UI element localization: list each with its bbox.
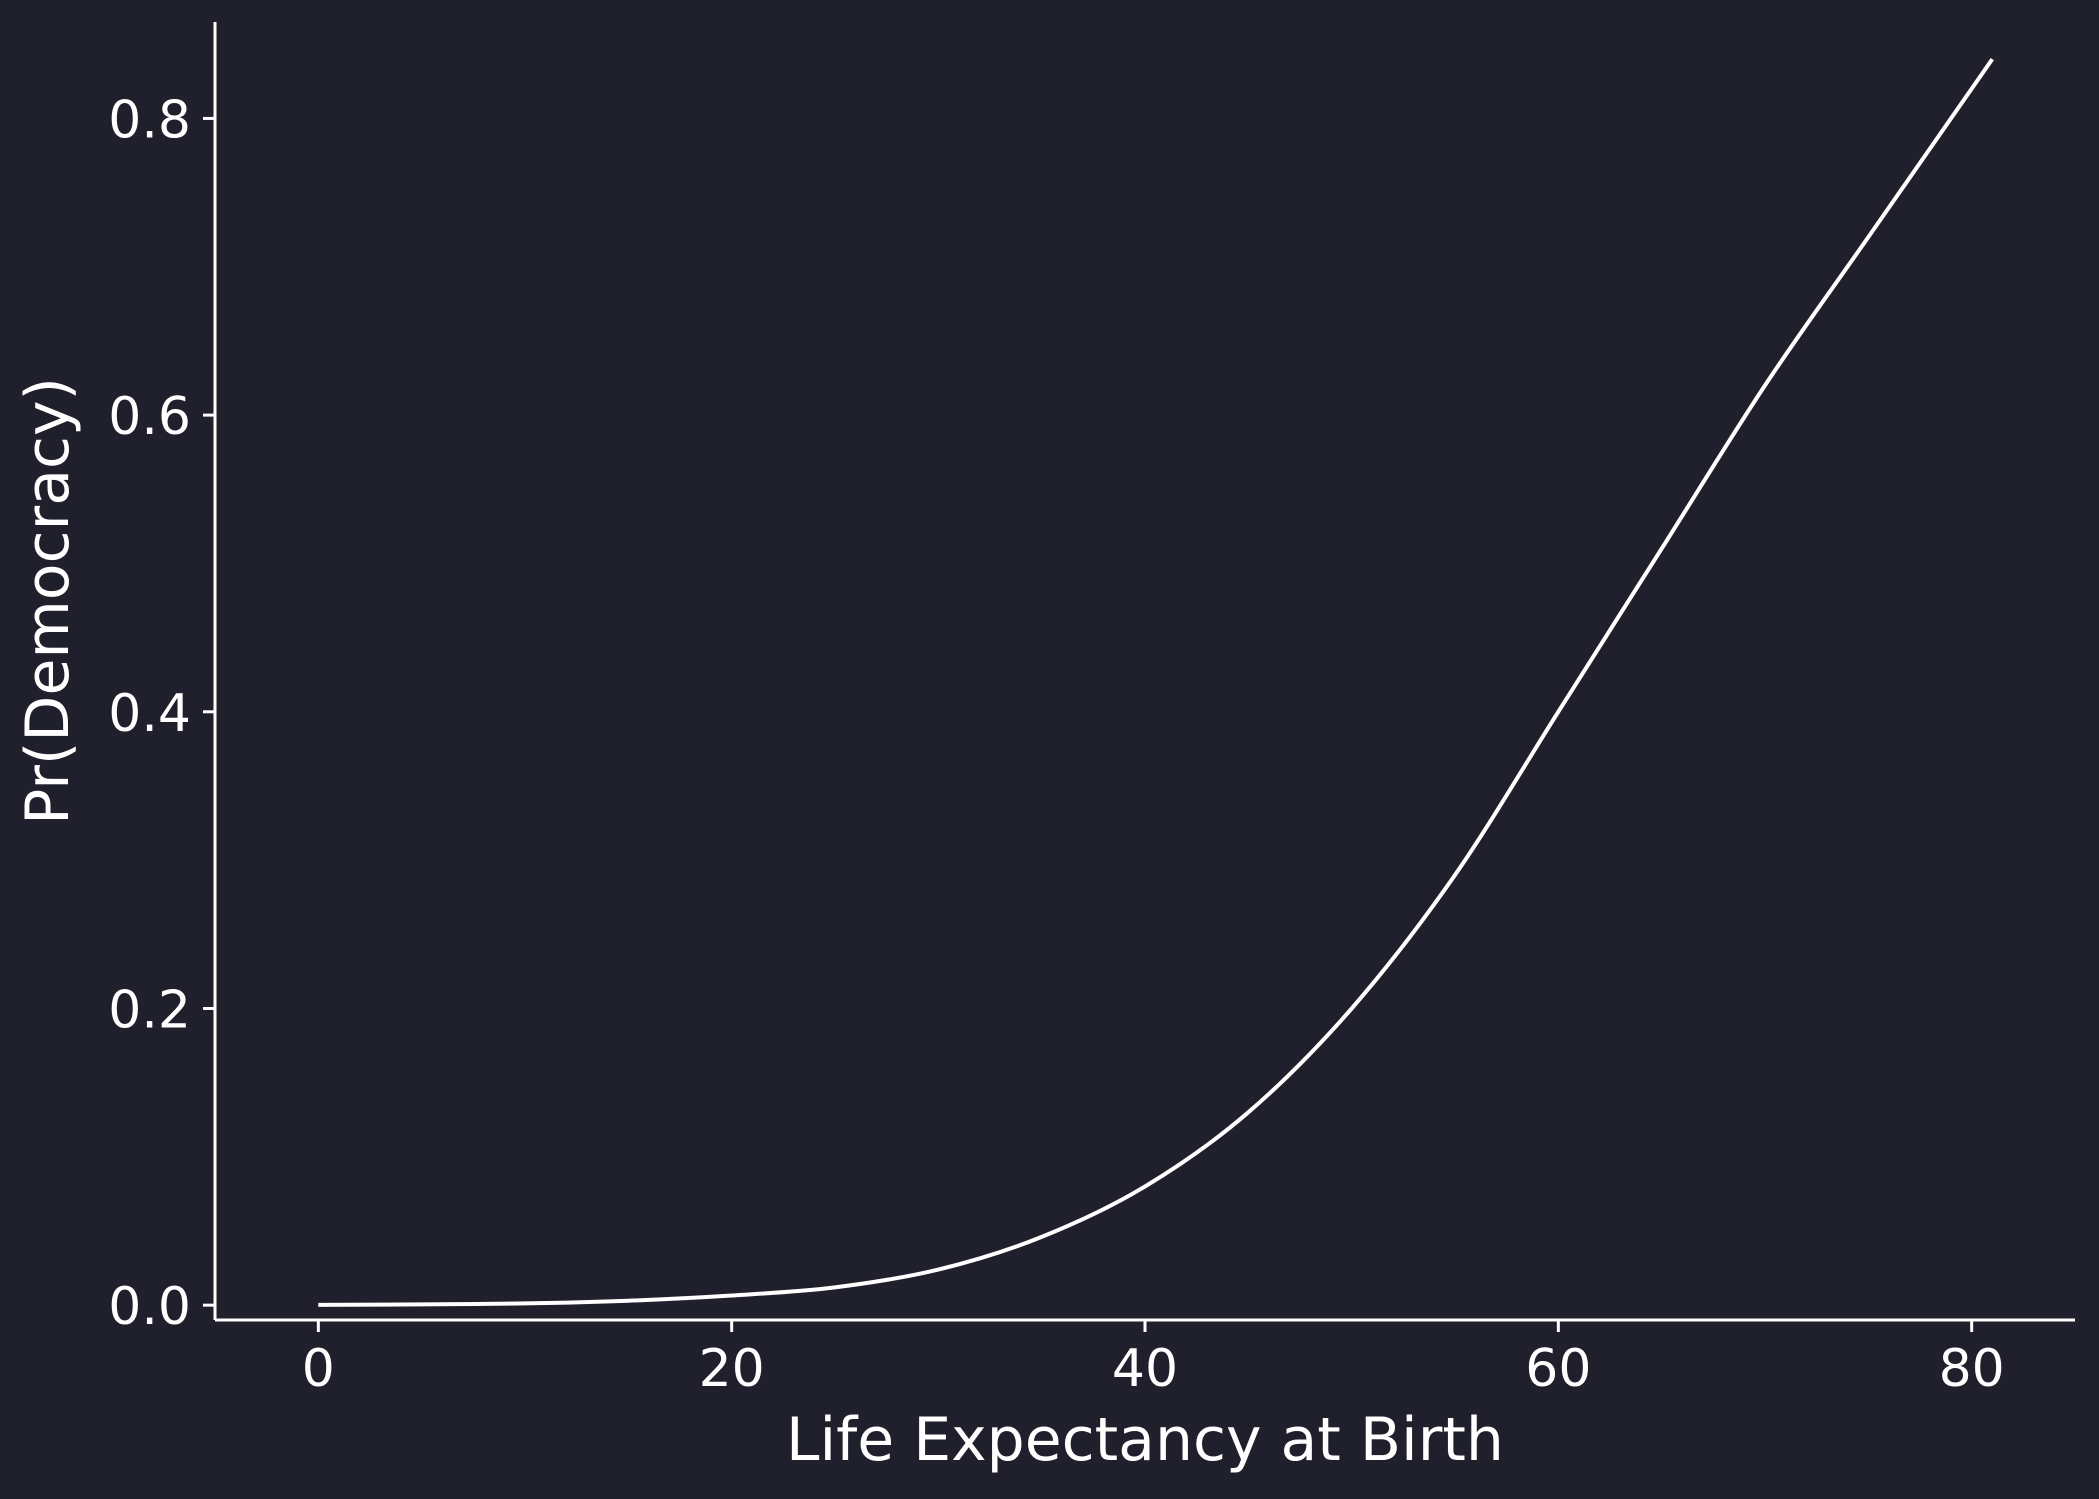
y-axis-ticks: 0.0 0.2 0.4 0.6 0.8 <box>108 90 215 1337</box>
axes <box>213 22 2075 1322</box>
x-tick-label: 20 <box>699 1339 765 1399</box>
y-tick-label: 0.2 <box>108 980 191 1040</box>
series-group <box>318 57 1994 1307</box>
series-line-0 <box>318 57 1994 1307</box>
x-axis-ticks: 0 20 40 60 80 <box>302 1320 2005 1399</box>
x-tick-label: 60 <box>1525 1339 1591 1399</box>
y-axis-title: Pr(Democracy) <box>13 377 83 825</box>
x-tick-label: 80 <box>1939 1339 2005 1399</box>
x-tick-label: 40 <box>1112 1339 1178 1399</box>
y-tick-label: 0.0 <box>108 1277 191 1337</box>
x-tick-label: 0 <box>302 1339 335 1399</box>
x-axis-title: Life Expectancy at Birth <box>786 1405 1504 1475</box>
y-tick-label: 0.8 <box>108 90 191 150</box>
y-tick-label: 0.4 <box>108 684 191 744</box>
y-tick-label: 0.6 <box>108 387 191 447</box>
